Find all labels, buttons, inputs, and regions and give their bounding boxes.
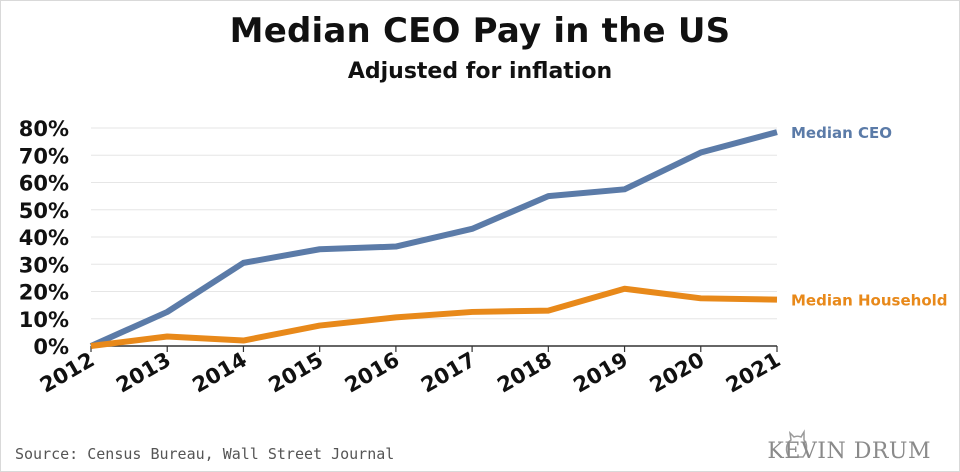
- series-line-median-ceo: [89, 129, 778, 349]
- y-tick-label: 50%: [19, 199, 69, 223]
- chart-subtitle: Adjusted for inflation: [347, 59, 613, 84]
- cat-logo-icon: [785, 429, 808, 458]
- x-tick-label: 2017: [417, 348, 480, 398]
- series-lines: [89, 129, 778, 349]
- y-tick-label: 60%: [19, 172, 69, 196]
- series-label: Median CEO: [791, 124, 892, 142]
- x-tick-label: 2019: [569, 348, 632, 398]
- x-tick-label: 2015: [265, 348, 328, 398]
- y-tick-label: 80%: [19, 117, 69, 141]
- gridlines: [91, 127, 777, 320]
- series-line-median-household: [90, 285, 778, 349]
- y-tick-label: 70%: [19, 144, 69, 168]
- y-axis-tick-labels: 0% 10% 20% 30% 40% 50% 60% 70% 80%: [19, 117, 69, 359]
- x-tick-label: 2018: [493, 348, 556, 398]
- x-tick-label: 2014: [188, 348, 251, 398]
- x-tick-label: 2013: [112, 348, 175, 398]
- series-labels: Median CEO Median Household: [791, 124, 948, 310]
- y-tick-label: 40%: [19, 226, 69, 250]
- x-tick-label: 2016: [341, 348, 404, 398]
- x-tick-label: 2021: [722, 348, 785, 398]
- y-tick-label: 10%: [19, 308, 69, 332]
- x-tick-label: 2020: [646, 348, 709, 398]
- brand-logo-text: KEVIN DRUM: [767, 439, 931, 464]
- y-tick-label: 20%: [19, 281, 69, 305]
- series-label: Median Household: [791, 292, 948, 310]
- y-tick-label: 0%: [33, 335, 69, 359]
- chart-title: Median CEO Pay in the US: [229, 11, 731, 51]
- source-note: Source: Census Bureau, Wall Street Journ…: [15, 445, 395, 463]
- y-tick-label: 30%: [19, 253, 69, 277]
- x-axis: 2012 2013 2014 2015 2016 2017 2018 2019 2020 2021: [36, 345, 785, 398]
